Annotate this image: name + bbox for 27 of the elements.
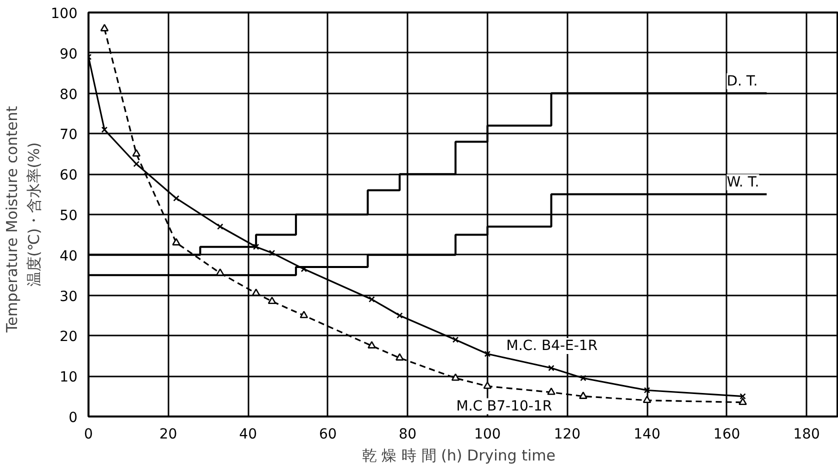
x-tick-label: 100 [474,426,501,442]
x-tick-label: 0 [84,426,93,442]
y-tick-label: 0 [68,410,78,426]
x-tick-label: 180 [793,426,820,442]
y-tick-label: 100 [50,6,78,22]
x-tick-label: 60 [318,426,337,442]
y-tick-label: 90 [60,46,78,62]
x-tick-label: 80 [398,426,417,442]
y-tick-label: 60 [60,168,78,184]
x-tick-label: 20 [159,426,178,442]
y-tick-label: 50 [60,208,78,224]
x-tick-label: 140 [634,426,660,442]
x-tick-label: 40 [239,426,257,442]
y-axis-title: Temperature Moisture content 温度(℃)・含水率(%) [3,106,43,334]
y-tick-label: 10 [60,370,78,386]
y-tick-label: 40 [60,248,78,264]
x-axis-title: 乾 燥 時 間 (h) Drying time [362,446,556,464]
series-label: M.C. B4-E-1R [506,338,598,354]
y-tick-label: 20 [60,329,78,346]
y-tick-label: 70 [60,127,78,144]
series-label: M.C B7-10-1R [456,398,552,414]
y-tick-label: 80 [60,86,78,103]
series-label: D. T. [726,73,758,90]
series-label: W. T. [726,174,760,190]
y-tick-label: 30 [60,288,78,305]
x-tick-label: 160 [713,426,740,442]
x-tick-label: 120 [554,426,581,442]
